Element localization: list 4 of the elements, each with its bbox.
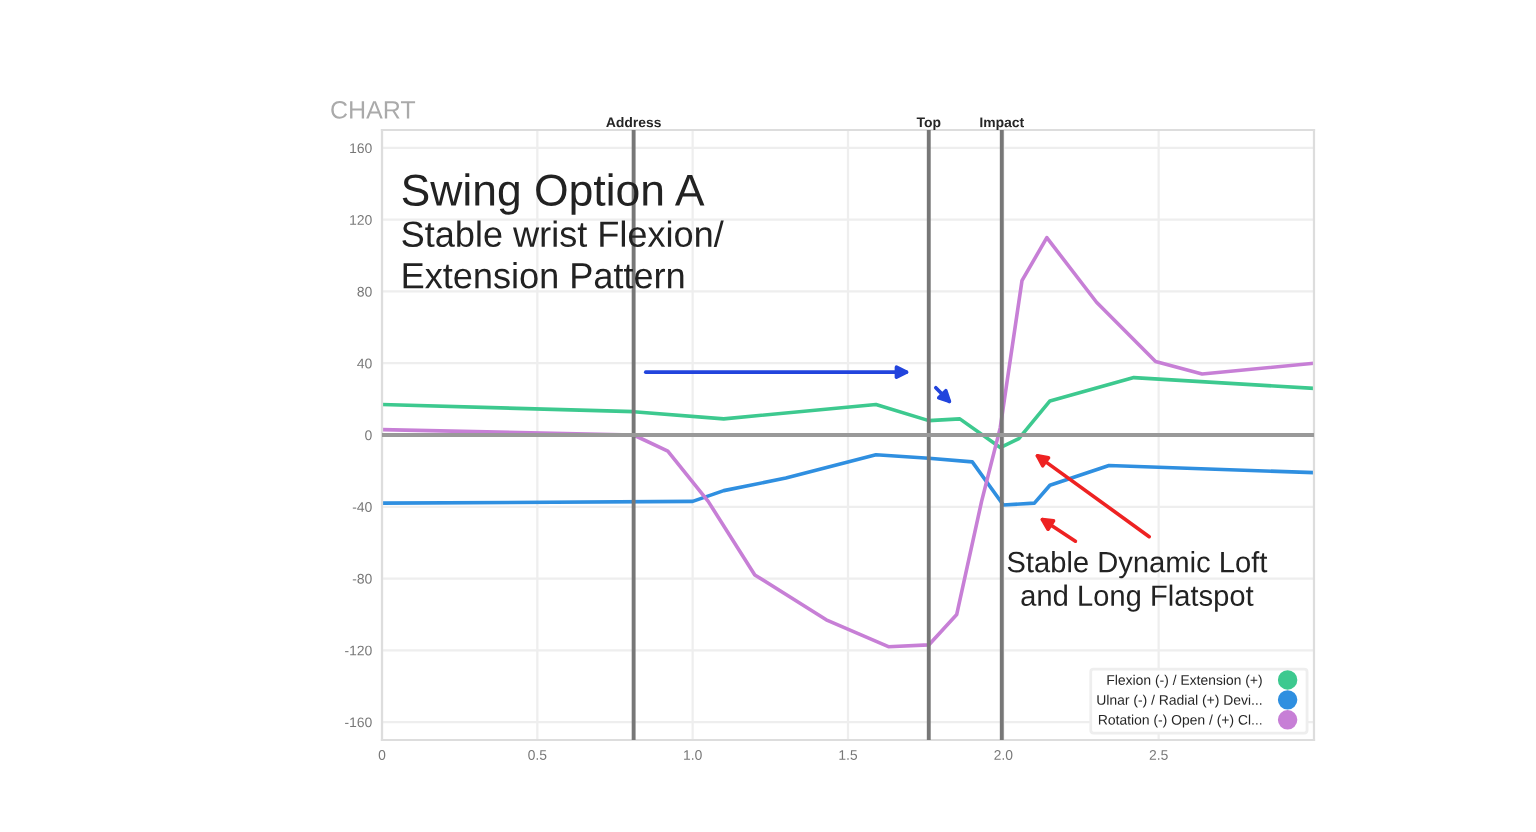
line-series	[382, 375, 1314, 450]
chart-title: CHART	[331, 101, 416, 119]
annotation: Stable Dynamic Loft and Long Flatspot	[1007, 551, 1268, 612]
line-series	[382, 452, 1314, 507]
